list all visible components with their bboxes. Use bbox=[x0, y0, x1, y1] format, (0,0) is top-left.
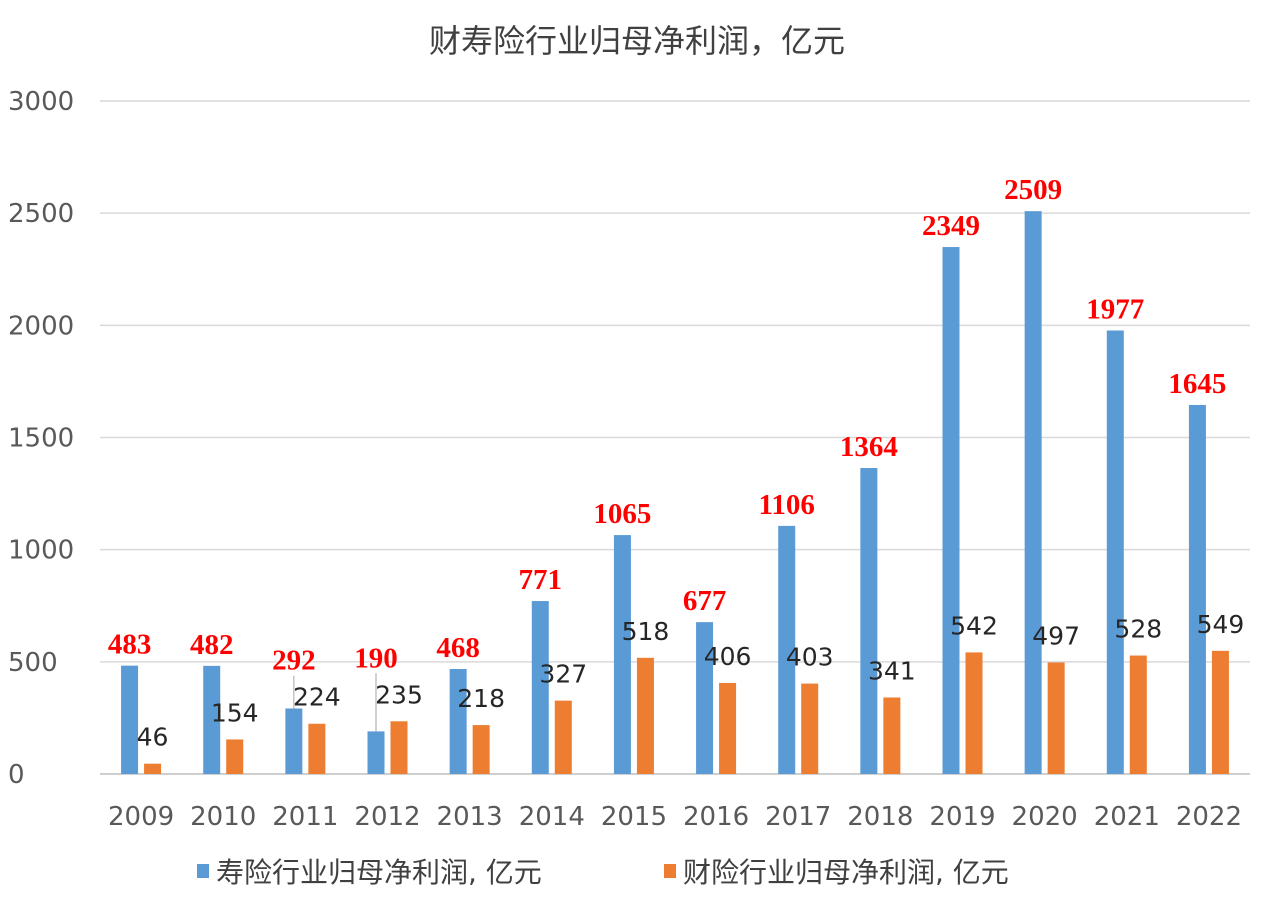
legend-swatch-property bbox=[664, 864, 676, 878]
bar-life bbox=[1188, 404, 1206, 774]
bar-property bbox=[390, 721, 408, 774]
data-label-life: 190 bbox=[354, 642, 398, 674]
data-label-property: 46 bbox=[137, 723, 169, 752]
data-label-property: 528 bbox=[1114, 615, 1162, 644]
x-axis: 2009 2010 2011 2012 2013 2014 2015 2016 2017 2018… bbox=[108, 802, 1242, 832]
bar-property bbox=[801, 683, 819, 774]
bar-life bbox=[531, 601, 549, 774]
bar-life bbox=[1024, 211, 1042, 775]
bar-property bbox=[226, 739, 244, 774]
y-tick-label: 2500 bbox=[8, 199, 74, 229]
bar-property bbox=[472, 725, 490, 774]
x-tick-label: 2018 bbox=[847, 802, 913, 832]
bar-life bbox=[449, 669, 467, 774]
data-label-property: 224 bbox=[293, 683, 341, 712]
data-label-life: 292 bbox=[272, 645, 316, 677]
bar-property bbox=[554, 700, 572, 774]
bar-life bbox=[860, 468, 878, 774]
data-label-property: 497 bbox=[1032, 622, 1080, 651]
data-label-property: 549 bbox=[1197, 610, 1245, 639]
x-tick-label: 2009 bbox=[108, 802, 174, 832]
x-tick-label: 2021 bbox=[1094, 802, 1160, 832]
x-tick-label: 2014 bbox=[519, 802, 585, 832]
y-tick-label: 500 bbox=[8, 648, 58, 678]
bars: 483 46 482 154 292 224 190 235 468 218 771 327 1065 5… bbox=[108, 174, 1245, 775]
y-tick-label: 3000 bbox=[8, 87, 74, 117]
bar-life bbox=[285, 708, 303, 774]
bar-life bbox=[367, 731, 385, 774]
x-tick-label: 2010 bbox=[190, 802, 256, 832]
bar-life bbox=[613, 535, 631, 774]
y-axis: 0 500 1000 1500 2000 2500 3000 bbox=[8, 87, 74, 790]
legend: 寿险行业归母净利润, 亿元 财险行业归母净利润, 亿元 bbox=[197, 856, 1009, 889]
gridlines bbox=[100, 100, 1250, 775]
data-label-life: 468 bbox=[436, 632, 480, 664]
x-tick-label: 2015 bbox=[601, 802, 667, 832]
data-label-property: 218 bbox=[457, 684, 505, 713]
bar-property bbox=[883, 697, 901, 774]
chart-title: 财寿险行业归母净利润，亿元 bbox=[429, 22, 845, 60]
data-label-property: 235 bbox=[375, 680, 423, 709]
bar-property bbox=[1047, 662, 1065, 774]
bar-life bbox=[778, 525, 796, 774]
bar-life bbox=[1106, 330, 1124, 774]
data-label-property: 406 bbox=[704, 642, 752, 671]
x-tick-label: 2022 bbox=[1176, 802, 1242, 832]
data-label-life: 1106 bbox=[759, 489, 815, 521]
y-tick-label: 0 bbox=[8, 760, 25, 790]
legend-swatch-life bbox=[197, 864, 209, 878]
data-label-life: 2349 bbox=[922, 210, 980, 242]
bar-property bbox=[144, 763, 162, 774]
bar-life bbox=[203, 665, 221, 774]
x-tick-label: 2013 bbox=[437, 802, 503, 832]
x-tick-label: 2016 bbox=[683, 802, 749, 832]
legend-label-life: 寿险行业归母净利润, 亿元 bbox=[216, 856, 542, 889]
data-label-life: 1364 bbox=[840, 431, 898, 463]
bar-life bbox=[121, 665, 139, 774]
data-label-life: 482 bbox=[190, 629, 234, 661]
legend-label-property: 财险行业归母净利润, 亿元 bbox=[683, 856, 1009, 889]
bar-property bbox=[719, 682, 737, 774]
data-label-life: 1065 bbox=[593, 498, 651, 530]
x-tick-label: 2017 bbox=[765, 802, 831, 832]
data-label-life: 483 bbox=[108, 629, 152, 661]
data-label-property: 403 bbox=[786, 643, 834, 672]
bar-life bbox=[942, 247, 960, 774]
bar-property bbox=[1129, 655, 1147, 774]
data-label-property: 327 bbox=[539, 660, 587, 689]
data-label-property: 341 bbox=[868, 657, 916, 686]
bar-life bbox=[696, 622, 714, 774]
data-label-property: 154 bbox=[211, 698, 259, 727]
bar-property bbox=[308, 723, 326, 774]
data-label-life: 771 bbox=[519, 564, 563, 596]
y-tick-label: 1000 bbox=[8, 536, 74, 566]
bar-property bbox=[636, 657, 654, 774]
bar-property bbox=[1211, 650, 1229, 774]
x-tick-label: 2019 bbox=[929, 802, 995, 832]
y-tick-label: 2000 bbox=[8, 311, 74, 341]
x-tick-label: 2011 bbox=[272, 802, 338, 832]
data-label-life: 1977 bbox=[1086, 293, 1144, 325]
data-label-property: 542 bbox=[950, 611, 998, 640]
bar-property bbox=[965, 652, 983, 774]
x-tick-label: 2020 bbox=[1012, 802, 1078, 832]
data-label-life: 2509 bbox=[1004, 174, 1062, 206]
data-label-property: 518 bbox=[622, 617, 670, 646]
data-label-life: 677 bbox=[683, 585, 727, 617]
data-label-life: 1645 bbox=[1168, 368, 1226, 400]
y-tick-label: 1500 bbox=[8, 424, 74, 454]
x-tick-label: 2012 bbox=[354, 802, 420, 832]
